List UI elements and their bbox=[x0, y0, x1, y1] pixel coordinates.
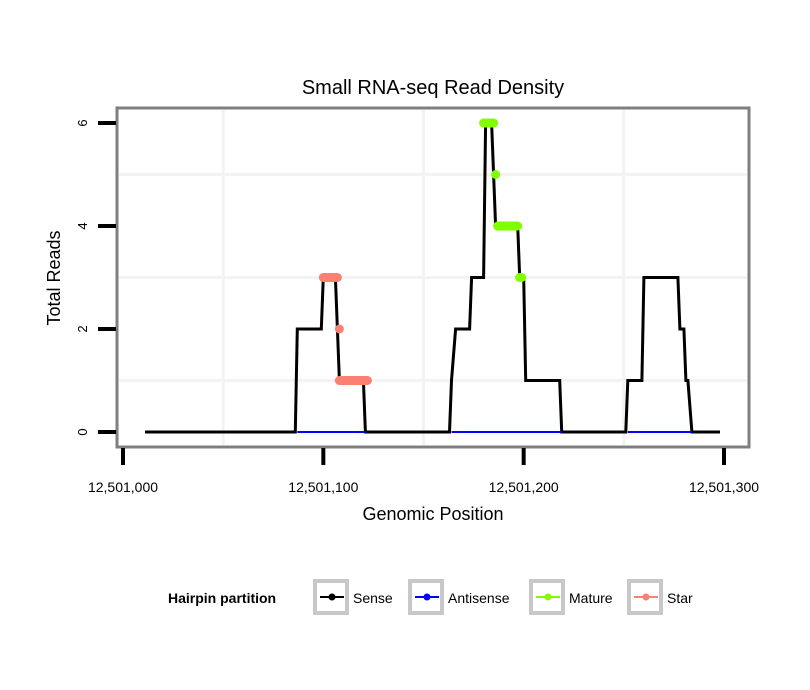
legend-label: Mature bbox=[569, 590, 613, 606]
legend-label: Star bbox=[667, 590, 693, 606]
y-tick-label: 4 bbox=[75, 222, 90, 229]
legend: Hairpin partition Sense Antisense Mature St… bbox=[168, 579, 693, 615]
series-marker-star bbox=[334, 324, 344, 334]
y-tick-label: 0 bbox=[75, 428, 90, 435]
plot-panel bbox=[115, 106, 751, 449]
legend-key-point bbox=[642, 593, 650, 601]
legend-item-star: Star bbox=[627, 579, 693, 615]
legend-key-point bbox=[544, 593, 552, 601]
panel-border bbox=[115, 106, 751, 449]
x-tick-label: 12,501,200 bbox=[489, 479, 559, 495]
series-layer bbox=[145, 118, 720, 434]
x-tick-label: 12,501,100 bbox=[288, 479, 358, 495]
legend-item-antisense: Antisense bbox=[408, 579, 510, 615]
legend-item-sense: Sense bbox=[313, 579, 393, 615]
x-axis-title: Genomic Position bbox=[362, 504, 503, 524]
y-tick-label: 6 bbox=[75, 119, 90, 126]
legend-key-point bbox=[423, 593, 431, 601]
grid-lines bbox=[119, 110, 747, 445]
x-tick-label: 12,501,300 bbox=[689, 479, 759, 495]
y-axis-title: Total Reads bbox=[44, 230, 64, 325]
legend-key-point bbox=[328, 593, 336, 601]
legend-title: Hairpin partition bbox=[168, 590, 276, 606]
x-axis: 12,501,000 12,501,100 12,501,200 12,501,300 bbox=[88, 448, 759, 495]
series-marker-mature bbox=[491, 170, 501, 179]
legend-item-mature: Mature bbox=[529, 579, 613, 615]
legend-label: Antisense bbox=[448, 590, 510, 606]
x-tick-label: 12,501,000 bbox=[88, 479, 158, 495]
legend-label: Sense bbox=[353, 590, 393, 606]
chart-title: Small RNA-seq Read Density bbox=[302, 77, 564, 99]
y-tick-label: 2 bbox=[75, 325, 90, 332]
y-axis: 0 2 4 6 bbox=[75, 119, 116, 436]
